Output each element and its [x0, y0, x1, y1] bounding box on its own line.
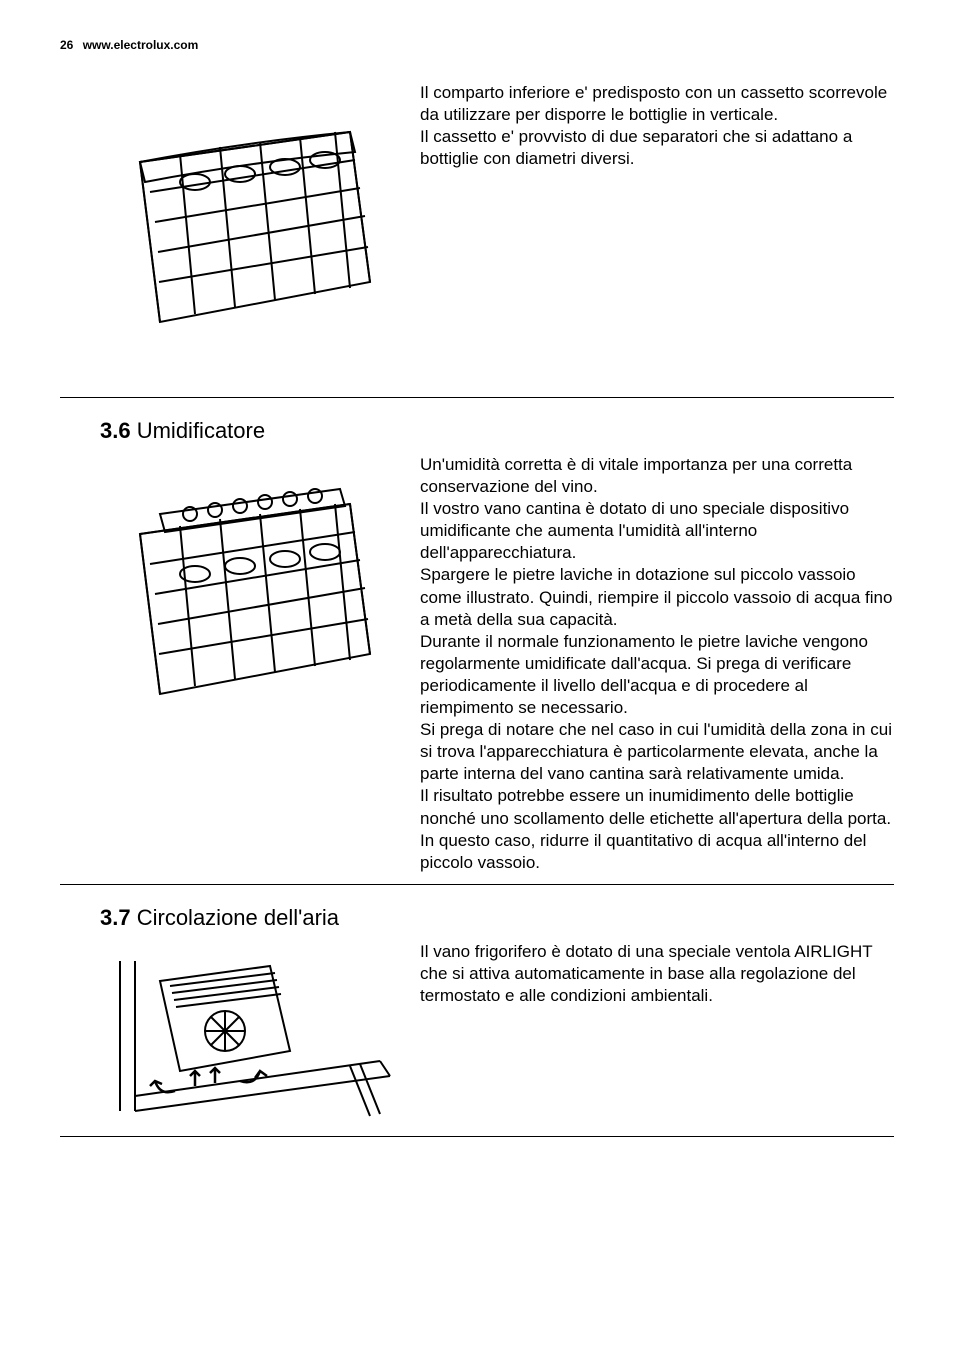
section-number: 3.7	[100, 905, 131, 930]
section-air-circulation: 3.7 Circolazione dell'aria	[60, 905, 894, 1137]
section-heading: 3.7 Circolazione dell'aria	[60, 905, 894, 931]
section-title: Umidificatore	[137, 418, 265, 443]
section-number: 3.6	[100, 418, 131, 443]
paragraph: Un'umidità corretta è di vitale importan…	[420, 454, 894, 874]
site-url: www.electrolux.com	[83, 38, 199, 52]
illustration-container	[60, 454, 400, 759]
fan-illustration	[100, 941, 400, 1121]
section-row: Il comparto inferiore e' predisposto con…	[60, 82, 894, 398]
section-text: Il comparto inferiore e' predisposto con…	[420, 82, 894, 170]
section-heading: 3.6 Umidificatore	[60, 418, 894, 444]
paragraph: Il vano frigorifero è dotato di una spec…	[420, 941, 894, 1007]
section-title: Circolazione dell'aria	[137, 905, 339, 930]
section-text: Il vano frigorifero è dotato di una spec…	[420, 941, 894, 1007]
wire-basket-illustration	[100, 82, 400, 382]
section-text: Un'umidità corretta è di vitale importan…	[420, 454, 894, 874]
section-bottle-drawer: Il comparto inferiore e' predisposto con…	[60, 82, 894, 398]
illustration-container	[60, 941, 400, 1126]
paragraph: Il comparto inferiore e' predisposto con…	[420, 82, 894, 170]
section-row: Il vano frigorifero è dotato di una spec…	[60, 941, 894, 1137]
humidifier-basket-illustration	[100, 454, 400, 754]
section-row: Un'umidità corretta è di vitale importan…	[60, 454, 894, 885]
illustration-container	[60, 82, 400, 387]
section-humidifier: 3.6 Umidificatore	[60, 418, 894, 885]
page-header: 26 www.electrolux.com	[60, 38, 894, 52]
page-number: 26	[60, 38, 73, 52]
